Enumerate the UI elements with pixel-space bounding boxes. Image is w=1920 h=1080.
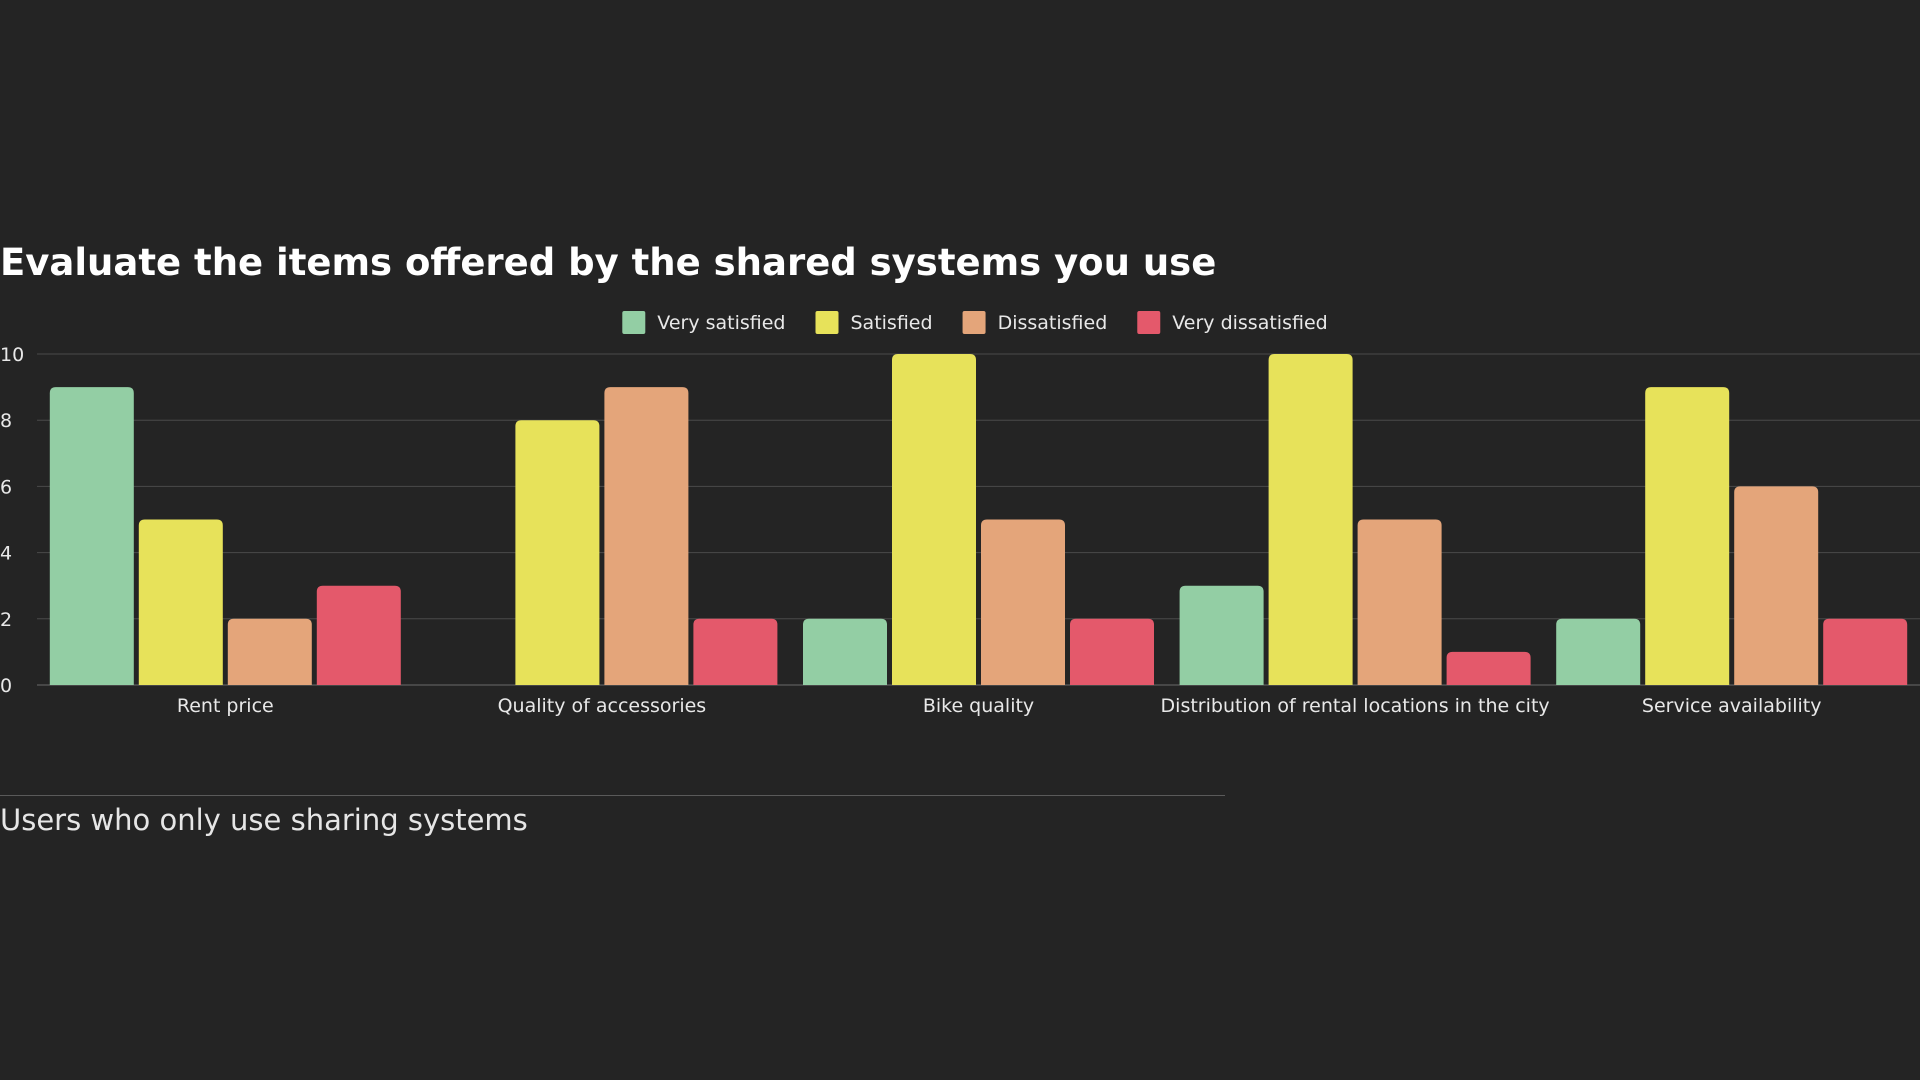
y-tick-label: 8 xyxy=(0,410,12,432)
y-tick-label: 4 xyxy=(0,543,12,565)
bar-very-dissatisfied-3 xyxy=(1446,651,1531,685)
y-tick-label: 0 xyxy=(0,675,12,697)
bar-very-dissatisfied-1 xyxy=(693,618,778,685)
bar-satisfied-1 xyxy=(515,420,600,685)
bar-very-satisfied-3 xyxy=(1179,585,1264,685)
bar-very-satisfied-4 xyxy=(1556,618,1641,685)
legend-label: Very dissatisfied xyxy=(1172,312,1327,334)
legend-label: Dissatisfied xyxy=(998,312,1108,334)
bars xyxy=(49,354,1908,685)
bar-very-dissatisfied-4 xyxy=(1823,618,1908,685)
legend-label: Very satisfied xyxy=(657,312,785,334)
bar-satisfied-4 xyxy=(1645,387,1730,685)
y-tick-label: 10 xyxy=(0,344,24,366)
bar-dissatisfied-1 xyxy=(604,387,689,685)
y-tick-label: 2 xyxy=(0,609,12,631)
caption-divider xyxy=(0,795,1225,796)
legend-swatch-satisfied xyxy=(815,311,839,334)
chart-caption: Users who only use sharing systems xyxy=(0,803,528,837)
bar-very-satisfied-0 xyxy=(49,387,134,685)
chart-title: Evaluate the items offered by the shared… xyxy=(0,241,1217,284)
x-tick-label: Bike quality xyxy=(923,695,1034,717)
x-tick-label: Rent price xyxy=(177,695,274,717)
bar-very-dissatisfied-0 xyxy=(316,585,401,685)
bar-dissatisfied-2 xyxy=(981,519,1065,685)
legend-label: Satisfied xyxy=(851,312,933,334)
y-tick-label: 6 xyxy=(0,476,12,498)
bar-dissatisfied-3 xyxy=(1357,519,1442,685)
legend-swatch-dissatisfied xyxy=(962,311,986,334)
legend: Very satisfied Satisfied Dissatisfied Very … xyxy=(622,311,1328,334)
bar-dissatisfied-4 xyxy=(1734,486,1819,685)
bar-very-satisfied-2 xyxy=(803,618,887,685)
bar-satisfied-2 xyxy=(892,354,976,685)
x-tick-label: Service availability xyxy=(1642,695,1822,717)
x-tick-label: Quality of accessories xyxy=(498,695,707,717)
bar-very-dissatisfied-2 xyxy=(1070,618,1154,685)
x-tick-label: Distribution of rental locations in the … xyxy=(1161,695,1550,717)
legend-swatch-very-dissatisfied xyxy=(1137,311,1161,334)
bar-dissatisfied-0 xyxy=(227,618,312,685)
bar-satisfied-3 xyxy=(1268,354,1353,685)
bar-satisfied-0 xyxy=(138,519,223,685)
legend-swatch-very-satisfied xyxy=(622,311,646,334)
axis-labels: 0 2 4 6 8 10 Rent price Quality of accessories B… xyxy=(0,344,1821,717)
